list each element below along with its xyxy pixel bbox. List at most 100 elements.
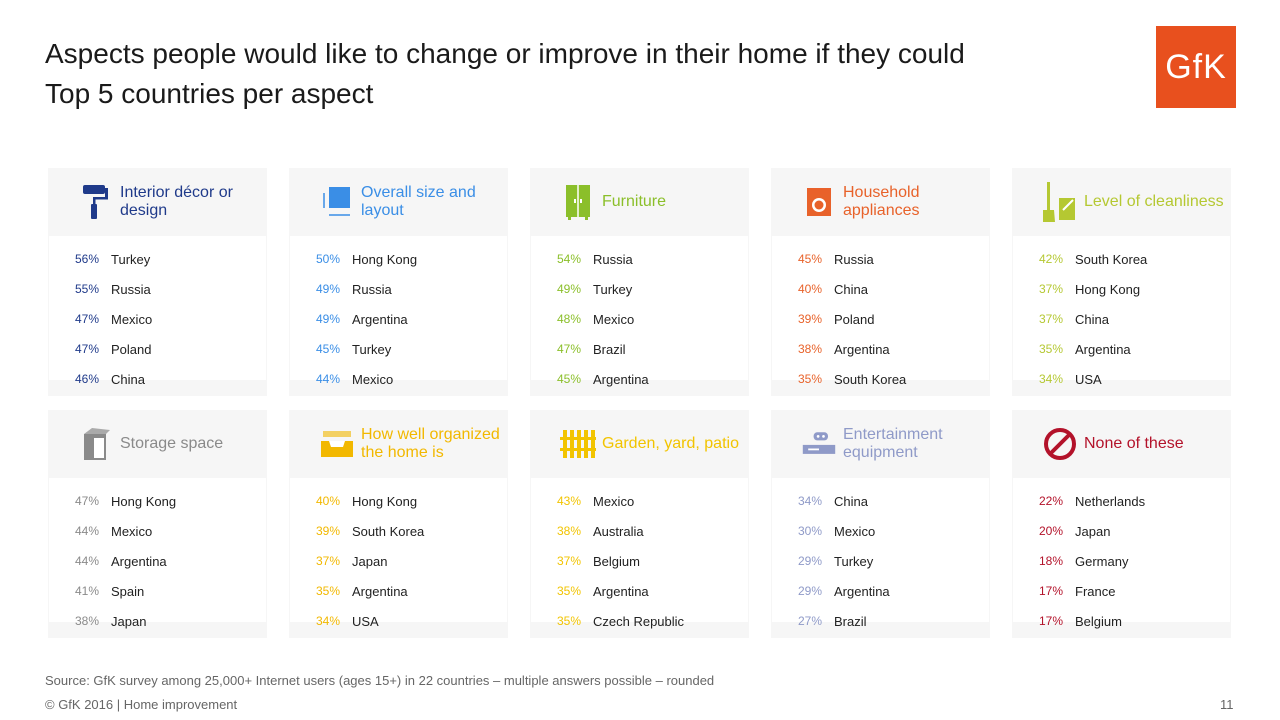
list-item: 44% Argentina (49, 546, 266, 576)
percentage: 47% (74, 494, 99, 508)
country-name: Mexico (593, 493, 635, 509)
country-name: Mexico (111, 311, 153, 327)
country-list: 22% Netherlands 20% Japan 18% Germany 17% Franc… (1013, 478, 1230, 630)
aspect-label: None of these (1084, 435, 1184, 452)
country-name: France (1075, 583, 1116, 599)
fence-icon (560, 422, 596, 466)
game-console-icon (801, 422, 837, 466)
prohibited-icon (1042, 422, 1078, 466)
list-item: 40% Hong Kong (290, 486, 507, 516)
country-name: Australia (593, 523, 644, 539)
country-name: Belgium (593, 553, 640, 569)
percentage: 17% (1038, 584, 1063, 598)
country-list: 42% South Korea 37% Hong Kong 37% China 35% Arg… (1013, 236, 1230, 388)
aspects-grid: Interior décor or design 56% Turkey 55% Russ… (48, 168, 1232, 652)
country-name: Mexico (111, 523, 153, 539)
percentage: 34% (1038, 372, 1063, 386)
aspect-label: Overall size and layout (361, 184, 476, 219)
aspect-card: Furniture 54% Russia 49% Turkey 48% Mexico 47% B… (530, 168, 749, 396)
list-item: 34% China (772, 486, 989, 516)
card-row: Storage space 47% Hong Kong 44% Mexico 44% Arg… (48, 410, 1232, 638)
list-item: 34% USA (1013, 364, 1230, 394)
country-name: Argentina (352, 311, 408, 327)
country-name: China (111, 371, 145, 387)
percentage: 37% (1038, 282, 1063, 296)
aspect-card: Overall size and layout 50% Hong Kong 49% Ru… (289, 168, 508, 396)
list-item: 41% Spain (49, 576, 266, 606)
percentage: 44% (74, 524, 99, 538)
list-item: 49% Argentina (290, 304, 507, 334)
percentage: 37% (556, 554, 581, 568)
percentage: 44% (315, 372, 340, 386)
percentage: 35% (315, 584, 340, 598)
list-item: 40% China (772, 274, 989, 304)
aspect-card: Interior décor or design 56% Turkey 55% Russ… (48, 168, 267, 396)
list-item: 50% Hong Kong (290, 244, 507, 274)
list-item: 48% Mexico (531, 304, 748, 334)
aspect-label: Level of cleanliness (1084, 193, 1224, 210)
percentage: 34% (797, 494, 822, 508)
aspect-card: Entertainment equipment 34% China 30% Mexico… (771, 410, 990, 638)
aspect-label: Household appliances (843, 184, 920, 219)
list-item: 44% Mexico (49, 516, 266, 546)
list-item: 47% Brazil (531, 334, 748, 364)
list-item: 17% France (1013, 576, 1230, 606)
percentage: 50% (315, 252, 340, 266)
wardrobe-icon (560, 180, 596, 224)
aspect-card-header: Garden, yard, patio (530, 410, 749, 478)
card-row: Interior décor or design 56% Turkey 55% Russ… (48, 168, 1232, 396)
percentage: 47% (74, 312, 99, 326)
list-item: 38% Australia (531, 516, 748, 546)
country-name: Argentina (1075, 341, 1131, 357)
country-name: South Korea (1075, 251, 1148, 267)
broom-icon (1042, 180, 1078, 224)
percentage: 29% (797, 584, 822, 598)
country-list: 45% Russia 40% China 39% Poland 38% Argentina 35… (772, 236, 989, 388)
country-name: Hong Kong (1075, 281, 1141, 297)
percentage: 37% (1038, 312, 1063, 326)
percentage: 39% (315, 524, 340, 538)
percentage: 49% (315, 312, 340, 326)
percentage: 48% (556, 312, 581, 326)
aspect-label: Garden, yard, patio (602, 435, 739, 452)
country-name: Japan (111, 613, 147, 629)
list-item: 18% Germany (1013, 546, 1230, 576)
list-item: 43% Mexico (531, 486, 748, 516)
percentage: 40% (315, 494, 340, 508)
percentage: 47% (556, 342, 581, 356)
percentage: 22% (1038, 494, 1063, 508)
percentage: 56% (74, 252, 99, 266)
aspect-card-header: Overall size and layout (289, 168, 508, 236)
percentage: 47% (74, 342, 99, 356)
country-name: Argentina (352, 583, 408, 599)
percentage: 45% (556, 372, 581, 386)
list-item: 35% Argentina (290, 576, 507, 606)
title-line-1: Aspects people would like to change or i… (45, 38, 965, 69)
list-item: 22% Netherlands (1013, 486, 1230, 516)
gfk-logo: GfK (1156, 26, 1236, 108)
aspect-card-header: Household appliances (771, 168, 990, 236)
country-name: Mexico (834, 523, 876, 539)
percentage: 45% (315, 342, 340, 356)
list-item: 29% Argentina (772, 576, 989, 606)
percentage: 37% (315, 554, 340, 568)
percentage: 54% (556, 252, 581, 266)
percentage: 38% (556, 524, 581, 538)
country-name: Belgium (1075, 613, 1122, 629)
list-item: 35% Argentina (1013, 334, 1230, 364)
percentage: 43% (556, 494, 581, 508)
aspect-card-header: Furniture (530, 168, 749, 236)
list-item: 45% Russia (772, 244, 989, 274)
percentage: 35% (556, 614, 581, 628)
logo-text: GfK (1165, 47, 1227, 86)
list-item: 56% Turkey (49, 244, 266, 274)
list-item: 46% China (49, 364, 266, 394)
aspect-label: How well organized the home is (361, 426, 500, 461)
country-name: China (834, 281, 868, 297)
list-item: 47% Poland (49, 334, 266, 364)
list-item: 37% Belgium (531, 546, 748, 576)
country-name: Brazil (834, 613, 867, 629)
country-name: South Korea (352, 523, 425, 539)
country-list: 34% China 30% Mexico 29% Turkey 29% Argentina 27… (772, 478, 989, 630)
list-item: 35% South Korea (772, 364, 989, 394)
